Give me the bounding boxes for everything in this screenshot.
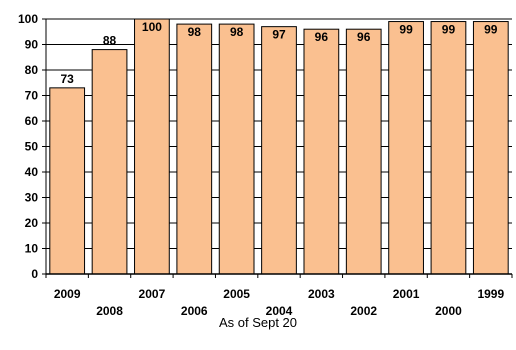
- y-tick-label: 70: [25, 89, 39, 103]
- x-tick-label: 2001: [393, 287, 420, 301]
- x-tick-label: 2003: [308, 287, 335, 301]
- x-tick-label: 2008: [96, 304, 123, 318]
- bar: [388, 21, 424, 275]
- y-tick-label: 60: [25, 114, 39, 128]
- bar: [176, 23, 213, 275]
- data-label: 99: [399, 23, 413, 37]
- x-tick-label: 2006: [181, 304, 208, 318]
- y-tick-label: 90: [25, 38, 39, 52]
- bars: [49, 18, 509, 275]
- y-tick-label: 80: [25, 63, 39, 77]
- data-label: 98: [188, 25, 202, 39]
- bar: [472, 21, 509, 275]
- x-tick-label: 1999: [477, 287, 504, 301]
- bar: [345, 28, 382, 275]
- bar: [218, 23, 255, 275]
- data-label: 100: [142, 20, 162, 34]
- x-axis-title: As of Sept 20: [219, 315, 297, 330]
- x-tick-label: 2004: [266, 304, 293, 318]
- data-label: 97: [272, 28, 286, 42]
- y-tick-label: 20: [25, 216, 39, 230]
- x-tick-label: 2000: [435, 304, 462, 318]
- data-label: 98: [230, 25, 244, 39]
- bar: [134, 18, 170, 275]
- bar: [303, 28, 340, 275]
- data-label: 96: [357, 30, 371, 44]
- bar: [261, 26, 297, 275]
- data-label: 99: [442, 23, 456, 37]
- y-tick-label: 0: [31, 267, 38, 281]
- y-tick-label: 100: [18, 12, 38, 26]
- y-tick-label: 40: [25, 165, 39, 179]
- bar: [49, 87, 86, 275]
- data-label: 73: [61, 72, 75, 86]
- data-label: 99: [484, 23, 498, 37]
- x-tick-labels: 2009 2008 2007 2006 2005 2004 2003 2002 2001 2000…: [54, 287, 505, 318]
- x-tick-label: 2007: [139, 287, 166, 301]
- y-tick-labels: 0 10 20 30 40 50 60 70 80 90 100: [18, 12, 38, 281]
- y-tick-label: 10: [25, 242, 39, 256]
- x-tick-label: 2002: [350, 304, 377, 318]
- bar: [91, 49, 128, 275]
- data-label: 88: [103, 34, 117, 48]
- x-tick-label: 2005: [223, 287, 250, 301]
- x-tick-label: 2009: [54, 287, 81, 301]
- data-labels: 73 88 100 98 98 97 96 96 99 99 99: [61, 20, 498, 86]
- y-tick-label: 30: [25, 191, 39, 205]
- y-tick-label: 50: [25, 140, 39, 154]
- axes: [42, 18, 513, 278]
- data-label: 96: [315, 30, 329, 44]
- bar: [430, 21, 467, 275]
